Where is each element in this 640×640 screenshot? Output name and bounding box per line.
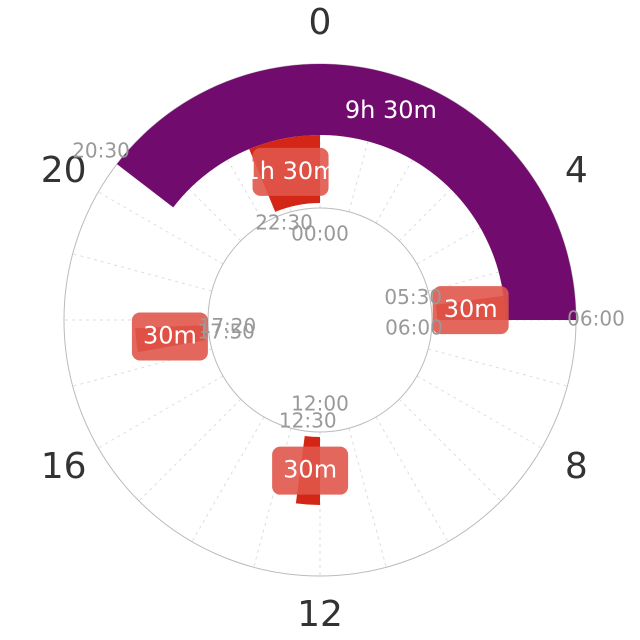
hour-label: 12 xyxy=(297,594,343,635)
hour-grid-line xyxy=(191,416,265,542)
inner-ring xyxy=(207,207,433,433)
hour-grid-line xyxy=(98,375,224,449)
time-label: 20:30 xyxy=(72,138,130,162)
hour-label: 8 xyxy=(565,446,588,487)
duration-badge xyxy=(272,446,349,495)
hour-grid-line xyxy=(428,348,568,387)
time-label: 00:00 xyxy=(291,222,349,246)
hour-label: 0 xyxy=(309,2,332,43)
time-label: 12:30 xyxy=(279,409,337,433)
segment xyxy=(116,64,576,320)
hour-grid-line xyxy=(375,416,449,542)
hour-grid-line xyxy=(398,398,502,502)
time-label: 06:00 xyxy=(385,316,443,340)
duration-badge xyxy=(131,312,208,361)
hour-label: 4 xyxy=(565,150,588,191)
duration-label: 1h 30m xyxy=(245,157,337,185)
time-label: 17:50 xyxy=(197,320,255,344)
duration-badge xyxy=(252,147,329,196)
hour-label: 16 xyxy=(41,446,87,487)
hour-grid-line xyxy=(416,375,542,449)
hour-grid-line xyxy=(72,253,212,292)
hour-grid-line xyxy=(138,398,242,502)
duration-label: 30m xyxy=(444,295,498,323)
time-label: 05:30 xyxy=(384,285,442,309)
duration-label: 30m xyxy=(283,456,337,484)
time-label: 17:20 xyxy=(199,314,257,338)
hour-grid-line xyxy=(98,191,224,265)
duration-badge xyxy=(432,286,509,335)
time-label: 22:30 xyxy=(255,211,313,235)
duration-label: 9h 30m xyxy=(345,96,437,124)
time-label: 12:00 xyxy=(291,392,349,416)
duration-label: 30m xyxy=(143,321,197,349)
hour-label: 20 xyxy=(41,150,87,191)
time-label: 06:00 xyxy=(567,307,625,331)
hour-grid-line xyxy=(348,428,387,568)
